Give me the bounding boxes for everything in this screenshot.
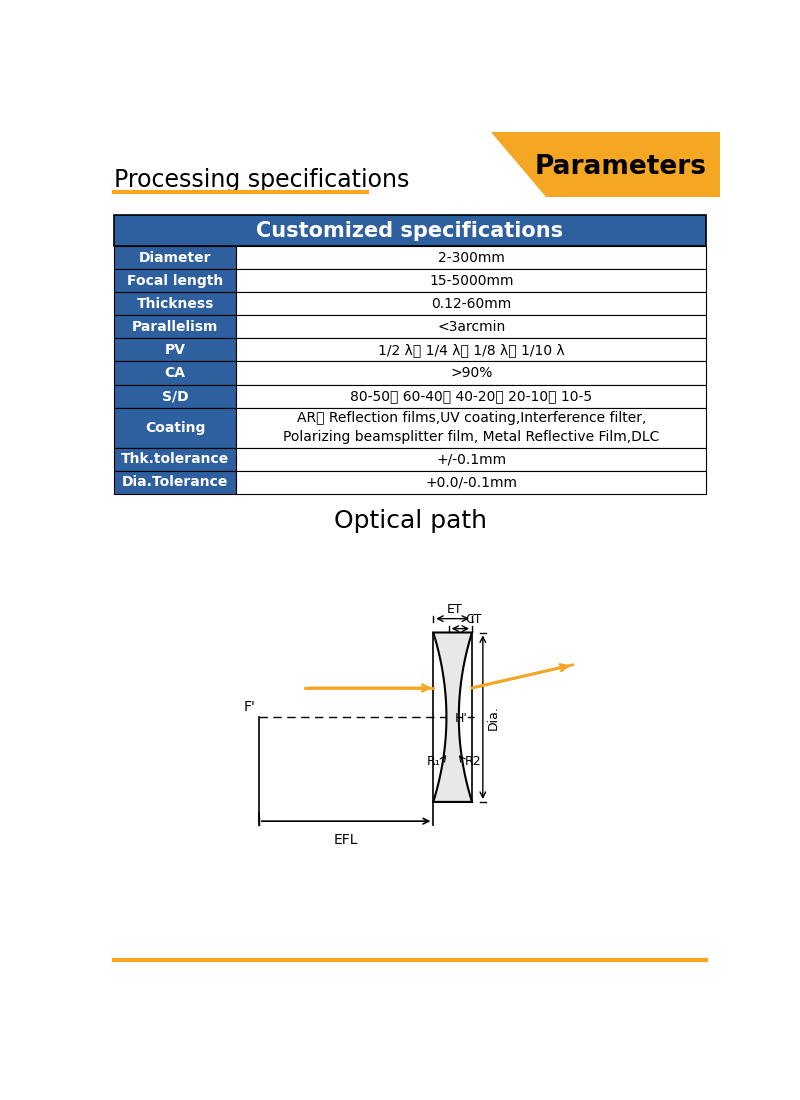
Text: Diameter: Diameter: [139, 251, 211, 264]
Bar: [237, 270, 706, 293]
Text: F': F': [244, 700, 256, 714]
Bar: [114, 216, 706, 246]
Text: EFL: EFL: [334, 834, 358, 847]
Text: 15-5000mm: 15-5000mm: [429, 274, 514, 287]
Text: 80-50、 60-40、 40-20、 20-10、 10-5: 80-50、 60-40、 40-20、 20-10、 10-5: [350, 389, 592, 403]
Text: PV: PV: [165, 343, 186, 356]
Polygon shape: [491, 132, 720, 198]
Text: Processing specifications: Processing specifications: [114, 167, 410, 191]
Text: S/D: S/D: [162, 389, 189, 403]
Text: +0.0/-0.1mm: +0.0/-0.1mm: [426, 475, 518, 490]
Text: 2-300mm: 2-300mm: [438, 251, 505, 264]
Bar: [237, 385, 706, 408]
Bar: [237, 246, 706, 270]
Bar: [237, 362, 706, 385]
Bar: [114, 471, 237, 494]
Bar: [114, 316, 237, 339]
Bar: [434, 632, 472, 802]
Text: CA: CA: [165, 366, 186, 379]
Bar: [114, 270, 237, 293]
Text: Thk.tolerance: Thk.tolerance: [121, 452, 230, 466]
Bar: [114, 246, 237, 270]
Text: ET: ET: [447, 603, 462, 616]
Text: Dia.Tolerance: Dia.Tolerance: [122, 475, 228, 490]
Bar: [237, 471, 706, 494]
Text: +/-0.1mm: +/-0.1mm: [436, 452, 506, 466]
Text: Coating: Coating: [145, 420, 206, 434]
Bar: [237, 316, 706, 339]
Text: Customized specifications: Customized specifications: [257, 221, 563, 241]
Bar: [237, 293, 706, 316]
Polygon shape: [434, 632, 472, 802]
Text: 1/2 λ、 1/4 λ、 1/8 λ、 1/10 λ: 1/2 λ、 1/4 λ、 1/8 λ、 1/10 λ: [378, 343, 565, 356]
Bar: [237, 339, 706, 362]
Text: R2: R2: [465, 755, 482, 768]
Bar: [114, 362, 237, 385]
Text: H': H': [455, 712, 468, 725]
Text: Parameters: Parameters: [535, 154, 707, 180]
Bar: [114, 448, 237, 471]
Text: Optical path: Optical path: [334, 509, 486, 532]
Text: CT: CT: [465, 613, 482, 626]
Bar: [114, 385, 237, 408]
Text: AR、 Reflection films,UV coating,Interference filter,
Polarizing beamsplitter fil: AR、 Reflection films,UV coating,Interfer…: [283, 411, 659, 444]
Text: Thickness: Thickness: [137, 297, 214, 310]
Bar: [237, 448, 706, 471]
Bar: [114, 339, 237, 362]
Bar: [114, 293, 237, 316]
Bar: [237, 408, 706, 448]
Text: <3arcmin: <3arcmin: [437, 320, 506, 333]
Text: >90%: >90%: [450, 366, 493, 379]
Text: R₁: R₁: [426, 755, 440, 768]
Text: Parallelism: Parallelism: [132, 320, 218, 333]
Bar: [114, 408, 237, 448]
Text: 0.12-60mm: 0.12-60mm: [431, 297, 511, 310]
Text: Focal length: Focal length: [127, 274, 223, 287]
Text: Dia.: Dia.: [486, 705, 500, 729]
